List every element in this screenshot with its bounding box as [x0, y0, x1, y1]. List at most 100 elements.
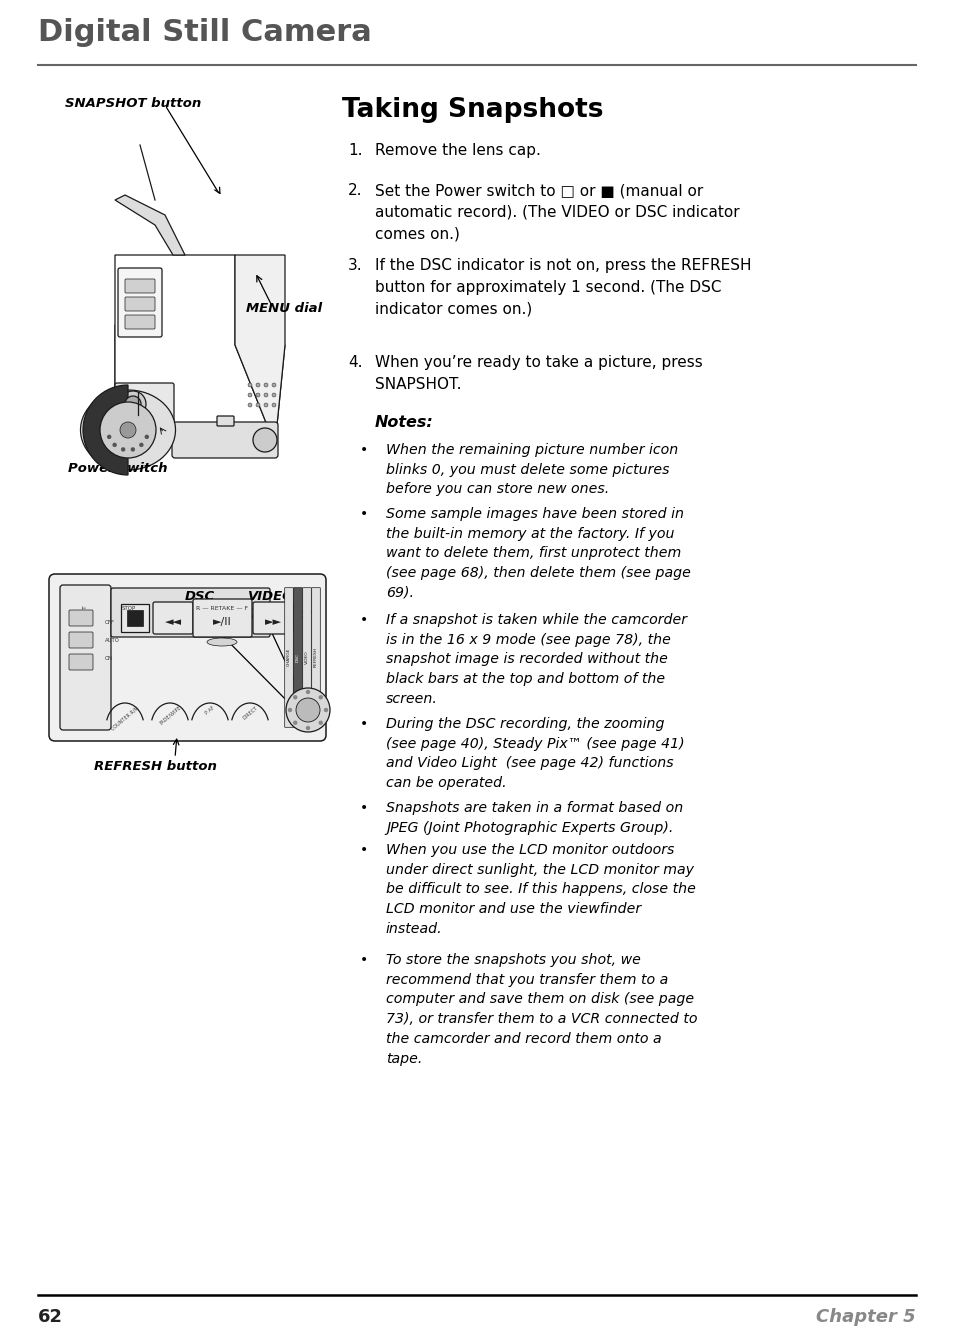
Text: VIDEO: VIDEO — [248, 590, 294, 603]
FancyBboxPatch shape — [127, 610, 143, 626]
Text: Chapter 5: Chapter 5 — [816, 1308, 915, 1327]
Text: •: • — [359, 843, 368, 858]
Text: Power switch: Power switch — [68, 462, 168, 474]
Text: LIGHT: LIGHT — [82, 604, 88, 623]
FancyBboxPatch shape — [294, 588, 302, 728]
Circle shape — [272, 383, 275, 387]
Circle shape — [324, 709, 327, 712]
FancyBboxPatch shape — [284, 588, 293, 728]
Circle shape — [272, 403, 275, 407]
Text: ◄◄: ◄◄ — [164, 616, 181, 627]
Circle shape — [108, 436, 111, 438]
Text: R — RETAKE — F: R — RETAKE — F — [195, 606, 248, 611]
Text: When you use the LCD monitor outdoors
under direct sunlight, the LCD monitor may: When you use the LCD monitor outdoors un… — [386, 843, 695, 935]
FancyBboxPatch shape — [152, 602, 193, 634]
Circle shape — [125, 397, 141, 411]
Polygon shape — [115, 196, 185, 255]
Text: When the remaining picture number icon
blinks 0, you must delete some pictures
b: When the remaining picture number icon b… — [386, 444, 678, 496]
Circle shape — [132, 448, 134, 450]
Circle shape — [264, 393, 268, 397]
FancyBboxPatch shape — [60, 586, 111, 730]
Text: •: • — [359, 801, 368, 815]
Text: Digital Still Camera: Digital Still Camera — [38, 17, 372, 47]
Text: DSC: DSC — [295, 653, 299, 662]
Polygon shape — [115, 326, 285, 445]
Text: MENU dial: MENU dial — [246, 302, 322, 315]
Text: STOP: STOP — [122, 606, 136, 611]
Text: Snapshots are taken in a format based on
JPEG (Joint Photographic Experts Group): Snapshots are taken in a format based on… — [386, 801, 682, 835]
Text: •: • — [359, 717, 368, 732]
FancyBboxPatch shape — [125, 279, 154, 293]
Circle shape — [295, 698, 319, 722]
Circle shape — [319, 695, 322, 698]
Text: •: • — [359, 444, 368, 457]
Text: Taking Snapshots: Taking Snapshots — [341, 96, 603, 123]
Text: FADE/WIPE: FADE/WIPE — [158, 705, 182, 726]
Circle shape — [248, 393, 252, 397]
FancyBboxPatch shape — [115, 383, 173, 425]
Wedge shape — [83, 385, 128, 474]
FancyBboxPatch shape — [193, 599, 252, 636]
Text: If a snapshot is taken while the camcorder
is in the 16 x 9 mode (see page 78), : If a snapshot is taken while the camcord… — [386, 612, 686, 706]
Circle shape — [288, 709, 292, 712]
Text: Remove the lens cap.: Remove the lens cap. — [375, 143, 540, 158]
Circle shape — [248, 383, 252, 387]
Text: AUTO: AUTO — [105, 638, 120, 643]
Text: 3.: 3. — [348, 259, 362, 273]
Circle shape — [306, 690, 309, 694]
Circle shape — [319, 721, 322, 724]
Text: Set the Power switch to □ or ■ (manual or
automatic record). (The VIDEO or DSC i: Set the Power switch to □ or ■ (manual o… — [375, 184, 739, 241]
FancyBboxPatch shape — [312, 588, 320, 728]
Polygon shape — [115, 255, 274, 445]
Text: ON: ON — [105, 657, 112, 661]
FancyBboxPatch shape — [121, 604, 149, 632]
Text: OFF: OFF — [105, 620, 115, 624]
Text: SNAPSHOT button: SNAPSHOT button — [65, 96, 201, 110]
Circle shape — [294, 695, 296, 698]
Text: •: • — [359, 953, 368, 967]
Circle shape — [140, 444, 143, 446]
Circle shape — [264, 383, 268, 387]
Text: ►/II: ►/II — [213, 616, 232, 627]
Text: Some sample images have been stored in
the built-in memory at the factory. If yo: Some sample images have been stored in t… — [386, 507, 690, 600]
FancyBboxPatch shape — [49, 574, 326, 741]
FancyBboxPatch shape — [111, 588, 270, 636]
Text: CHARGE: CHARGE — [287, 647, 291, 666]
Text: REFRESH button: REFRESH button — [93, 760, 216, 773]
Text: 1.: 1. — [348, 143, 362, 158]
Circle shape — [253, 427, 276, 452]
Circle shape — [122, 448, 125, 450]
Circle shape — [255, 403, 260, 407]
Text: COUNTER R/M: COUNTER R/M — [110, 705, 140, 732]
Text: When you’re ready to take a picture, press
SNAPSHOT.: When you’re ready to take a picture, pre… — [375, 355, 702, 391]
Circle shape — [294, 721, 296, 724]
Text: ►►: ►► — [264, 616, 281, 627]
Text: To store the snapshots you shot, we
recommend that you transfer them to a
comput: To store the snapshots you shot, we reco… — [386, 953, 697, 1065]
Circle shape — [272, 393, 275, 397]
Ellipse shape — [80, 390, 175, 470]
Circle shape — [120, 422, 136, 438]
Circle shape — [113, 444, 116, 446]
Circle shape — [120, 391, 146, 417]
Polygon shape — [234, 255, 285, 445]
Ellipse shape — [207, 638, 236, 646]
Text: 2.: 2. — [348, 184, 362, 198]
Text: REFRESH: REFRESH — [314, 647, 317, 667]
FancyBboxPatch shape — [69, 654, 92, 670]
Circle shape — [264, 403, 268, 407]
FancyBboxPatch shape — [125, 315, 154, 330]
Text: P AF: P AF — [204, 705, 215, 716]
Text: DSC: DSC — [185, 590, 215, 603]
Circle shape — [255, 393, 260, 397]
Text: VIDEO: VIDEO — [305, 650, 309, 663]
FancyBboxPatch shape — [302, 588, 311, 728]
Text: DIRECT: DIRECT — [241, 705, 258, 721]
FancyBboxPatch shape — [216, 415, 233, 426]
Text: Notes:: Notes: — [375, 415, 434, 430]
Circle shape — [248, 403, 252, 407]
Text: •: • — [359, 612, 368, 627]
Text: If the DSC indicator is not on, press the REFRESH
button for approximately 1 sec: If the DSC indicator is not on, press th… — [375, 259, 751, 316]
Text: 4.: 4. — [348, 355, 362, 370]
FancyBboxPatch shape — [118, 268, 162, 336]
Circle shape — [306, 726, 309, 729]
